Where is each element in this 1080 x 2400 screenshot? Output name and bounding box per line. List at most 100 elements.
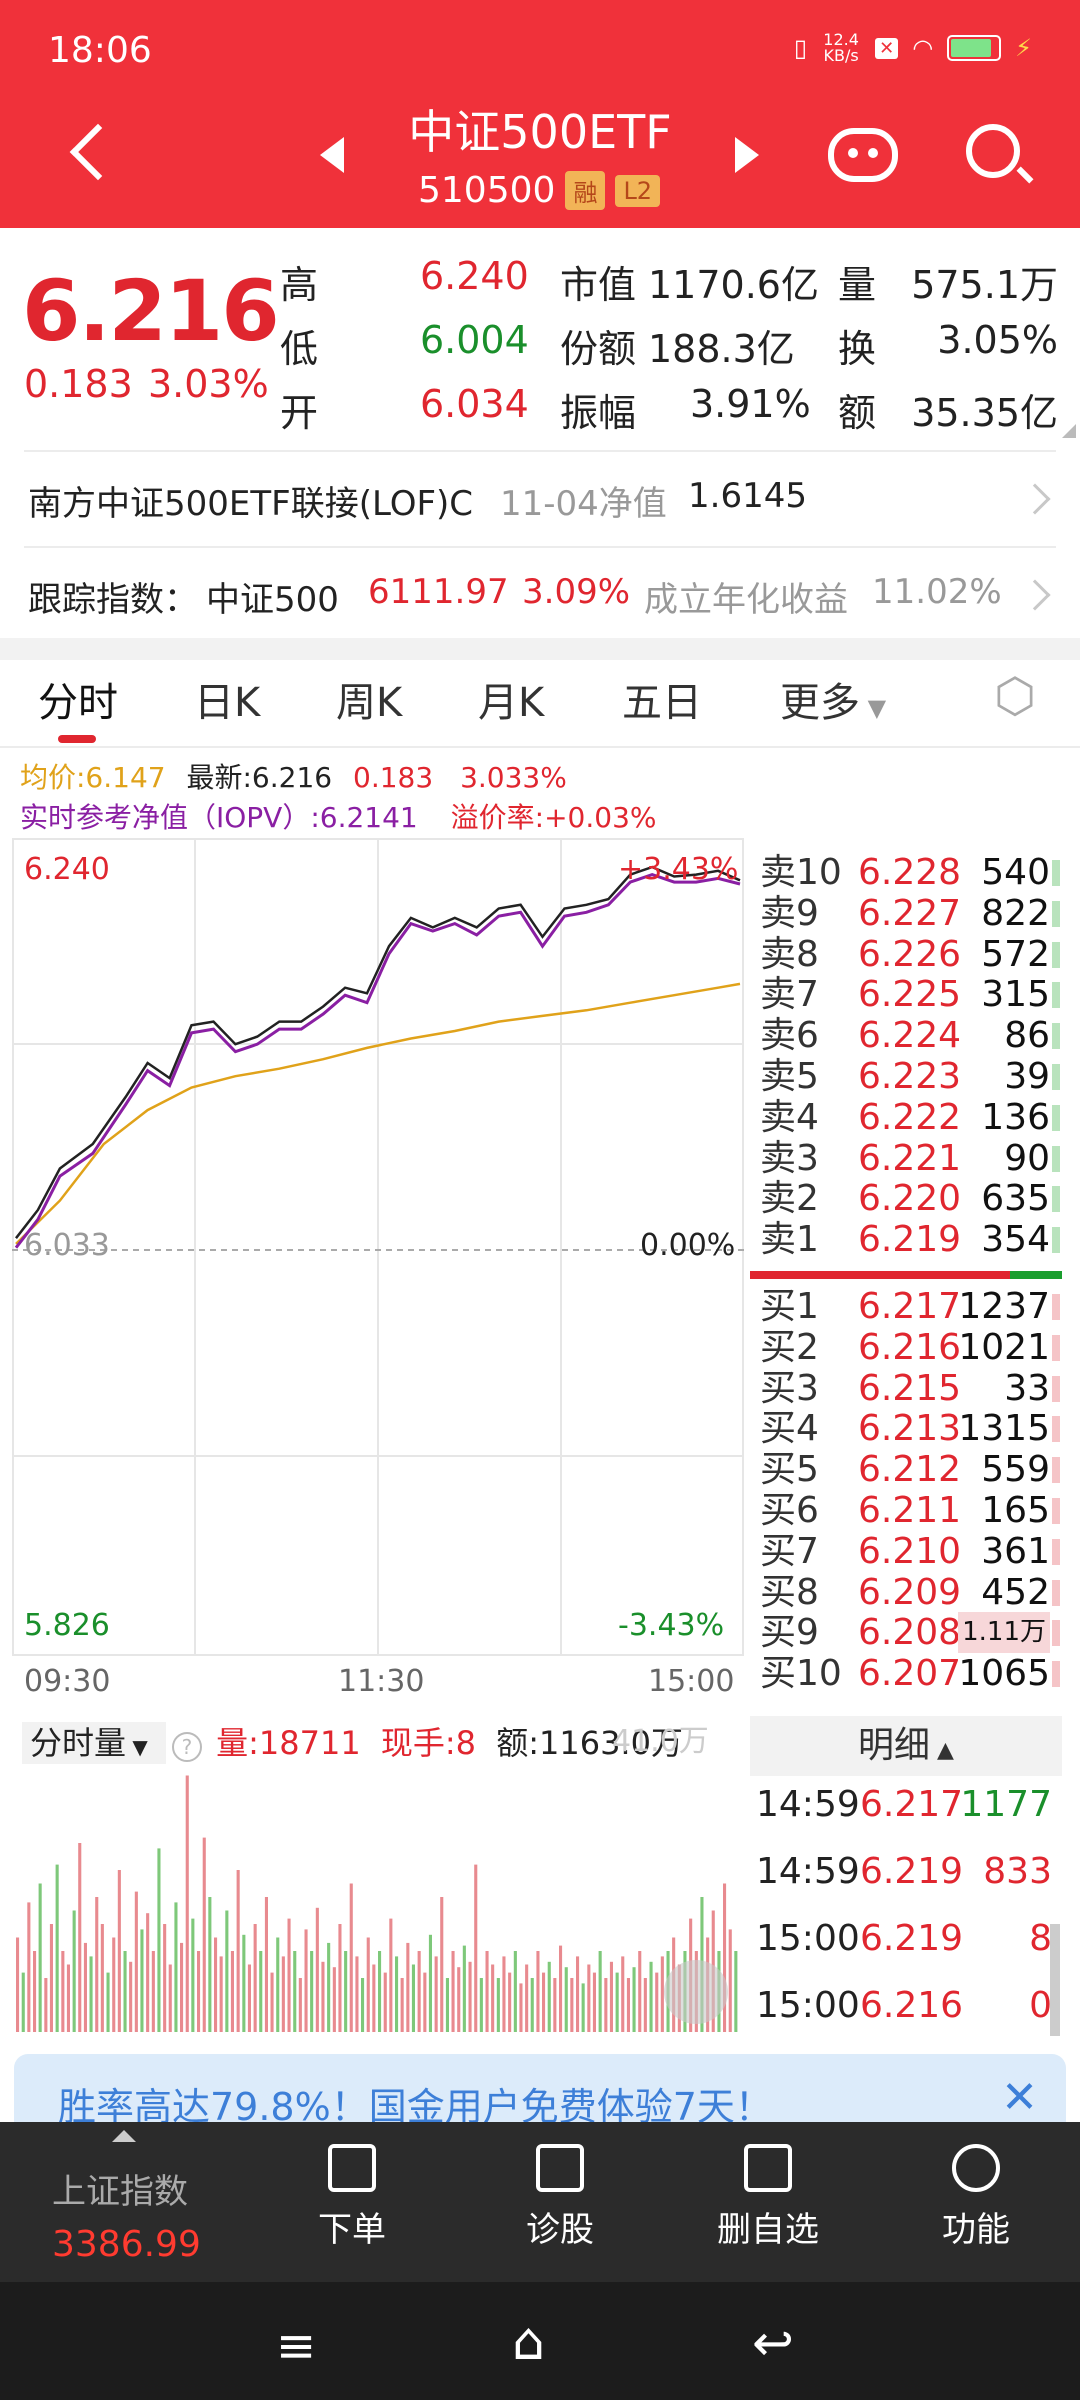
level-label: 卖4	[760, 1096, 819, 1138]
remove-watchlist-button[interactable]: 删自选	[688, 2144, 848, 2251]
tab-daily-k[interactable]: 日K	[194, 680, 261, 726]
help-icon[interactable]: ?	[171, 1732, 202, 1762]
trade-row: 14:59 6.217 1177	[756, 1784, 1062, 1834]
index-name[interactable]: 上证指数	[52, 2172, 188, 2212]
expand-up-icon[interactable]	[112, 2130, 136, 2142]
volume-indicator	[1052, 1661, 1060, 1688]
volume-bar	[344, 1951, 348, 2032]
volume-bar	[349, 1883, 353, 2032]
level-price: 6.225	[858, 974, 962, 1016]
back-nav-icon[interactable]: ↩	[752, 2314, 794, 2372]
fund-link-row[interactable]: 南方中证500ETF联接(LOF)C 11-04净值 1.6145	[0, 452, 1080, 544]
level2-badge: L2	[615, 174, 661, 207]
level-volume: 1237	[958, 1286, 1050, 1327]
volume-bar	[378, 1951, 382, 2032]
volume-bar	[502, 1956, 506, 2032]
settings-hex-icon[interactable]: ⬡	[994, 668, 1036, 724]
tab-active-indicator	[58, 735, 96, 743]
bid-level[interactable]: 买5 6.212 559	[760, 1449, 1060, 1490]
tab-five-day[interactable]: 五日	[622, 680, 702, 726]
index-value[interactable]: 3386.99	[52, 2224, 201, 2265]
menu-icon[interactable]: ≡	[276, 2318, 317, 2374]
tracking-index-row[interactable]: 跟踪指数： 中证500 6111.97 3.09% 成立年化收益 11.02%	[0, 548, 1080, 638]
bid-level[interactable]: 买4 6.213 1315	[760, 1408, 1060, 1449]
volume-bar	[406, 1942, 410, 2032]
avg-price-line	[15, 982, 741, 1245]
level-volume: 90	[1004, 1137, 1050, 1179]
volume-bar	[321, 1961, 325, 2032]
trade-row: 14:59 6.219 833	[756, 1851, 1062, 1901]
intraday-chart[interactable]	[12, 838, 744, 1656]
diagnose-button[interactable]: 诊股	[480, 2144, 640, 2251]
bid-level[interactable]: 买9 6.208 1.11万	[760, 1612, 1060, 1654]
expand-corner-icon[interactable]	[1062, 424, 1076, 438]
volume-bar	[660, 1956, 664, 2032]
y-top-label: 6.240	[24, 852, 110, 887]
volume-bar	[112, 1937, 116, 2032]
volume-bar	[66, 1964, 70, 2032]
volume-bar	[100, 1924, 104, 2032]
close-icon[interactable]: ✕	[1001, 2072, 1038, 2123]
level-volume: 559	[981, 1449, 1050, 1491]
ask-level[interactable]: 卖1 6.219 354	[760, 1219, 1060, 1260]
trade-volume: 0	[1029, 1985, 1052, 2026]
volume-bar	[253, 1924, 257, 2032]
bid-level[interactable]: 买2 6.216 1021	[760, 1327, 1060, 1368]
minus-box-icon	[744, 2144, 792, 2192]
ask-level[interactable]: 卖6 6.224 86	[760, 1015, 1060, 1056]
volume-bar	[134, 1891, 138, 2032]
level-label: 卖3	[760, 1137, 819, 1179]
stock-code-line: 510500 融 L2	[418, 170, 661, 211]
bid-level[interactable]: 买7 6.210 361	[760, 1531, 1060, 1572]
volume-bar	[33, 1951, 37, 2032]
tab-more[interactable]: 更多 ▼	[780, 670, 886, 728]
level-label: 卖1	[760, 1219, 819, 1261]
shares-label: 份额	[560, 327, 637, 371]
volume-amount: 额:1163.0万	[496, 1724, 683, 1762]
volume-bar	[327, 1942, 331, 2032]
prev-stock-icon[interactable]	[320, 137, 344, 173]
ask-level[interactable]: 卖10 6.228 540	[760, 852, 1060, 893]
volume-bar	[576, 1956, 580, 2032]
level-volume: 1065	[958, 1653, 1050, 1695]
premium-legend: 溢价率:+0.03%	[450, 801, 657, 834]
ask-level[interactable]: 卖7 6.225 315	[760, 974, 1060, 1015]
divider	[0, 746, 1080, 748]
robot-icon[interactable]	[828, 128, 898, 182]
level-price: 6.208	[858, 1612, 962, 1654]
bid-level[interactable]: 买10 6.207 1065	[760, 1653, 1060, 1694]
volume-chart[interactable]	[12, 1700, 744, 2040]
next-stock-icon[interactable]	[735, 137, 759, 173]
functions-button[interactable]: 功能	[896, 2144, 1056, 2251]
y-bottom-label: 5.826	[24, 1608, 110, 1643]
promo-banner[interactable]: 胜率高达79.8%！国金用户免费体验7天！ ✕	[14, 2054, 1066, 2124]
bid-level[interactable]: 买8 6.209 452	[760, 1572, 1060, 1613]
tab-weekly-k[interactable]: 周K	[336, 680, 403, 726]
order-button[interactable]: 下单	[272, 2144, 432, 2251]
ask-level[interactable]: 卖3 6.221 90	[760, 1138, 1060, 1179]
tab-monthly-k[interactable]: 月K	[478, 680, 545, 726]
x-tick-label: 11:30	[338, 1664, 425, 1699]
detail-scrollbar[interactable]	[1050, 1924, 1060, 2036]
bid-level[interactable]: 买3 6.215 33	[760, 1368, 1060, 1409]
ask-level[interactable]: 卖4 6.222 136	[760, 1097, 1060, 1138]
volume-bar	[293, 1951, 297, 2032]
bid-level[interactable]: 买1 6.217 1237	[760, 1286, 1060, 1327]
tab-intraday[interactable]: 分时	[38, 680, 118, 726]
iopv-line	[14, 873, 741, 1249]
volume-bar	[445, 1978, 449, 2032]
last-price: 6.216	[22, 262, 280, 360]
bid-level[interactable]: 买6 6.211 165	[760, 1490, 1060, 1531]
ask-level[interactable]: 卖2 6.220 635	[760, 1178, 1060, 1219]
volume-bar	[38, 1883, 42, 2032]
volume-bar	[168, 1964, 172, 2032]
home-icon[interactable]: ⌂	[512, 2312, 546, 2372]
ask-level[interactable]: 卖5 6.223 39	[760, 1056, 1060, 1097]
detail-header[interactable]: 明细 ▲	[750, 1716, 1062, 1776]
ask-level[interactable]: 卖8 6.226 572	[760, 934, 1060, 975]
fullscreen-icon[interactable]	[664, 1960, 728, 2024]
search-icon[interactable]	[966, 124, 1034, 184]
volume-bar	[519, 1983, 523, 2032]
ask-level[interactable]: 卖9 6.227 822	[760, 893, 1060, 934]
volume-selector[interactable]: 分时量 ▼	[22, 1722, 166, 1764]
